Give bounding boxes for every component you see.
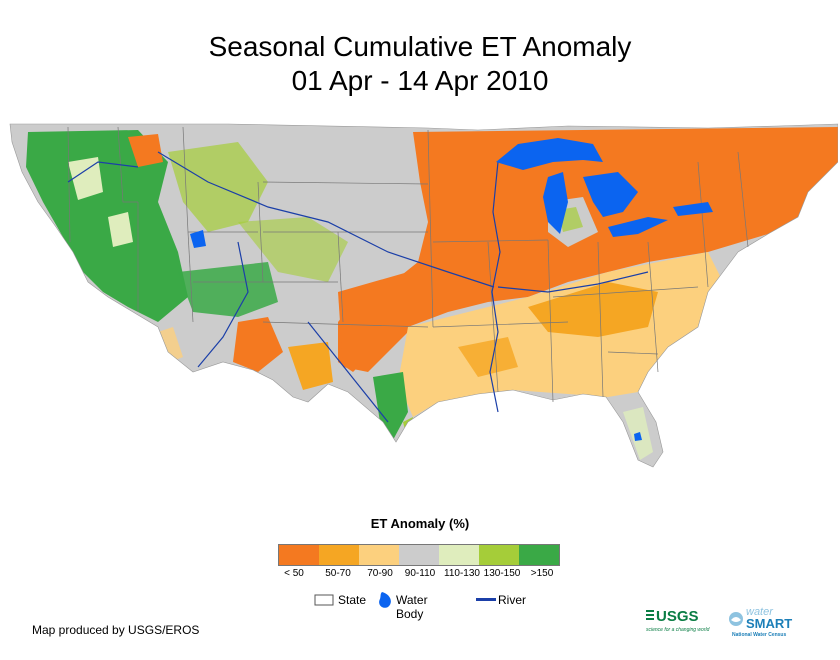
lake-erie bbox=[608, 217, 668, 237]
legend-color-bar bbox=[278, 544, 560, 566]
legend-swatch bbox=[399, 545, 439, 565]
usgs-watersmart-logo: USGS science for a changing world water … bbox=[646, 606, 792, 638]
anomaly-raster bbox=[10, 124, 838, 467]
map-credit: Map produced by USGS/EROS bbox=[32, 623, 200, 637]
state-symbol-icon bbox=[314, 594, 334, 606]
lake-michigan bbox=[543, 172, 568, 234]
svg-text:science for a changing world: science for a changing world bbox=[646, 627, 710, 633]
river-line-icon bbox=[476, 598, 496, 601]
legend-label: 130-150 bbox=[483, 568, 521, 579]
lake-okeechobee bbox=[634, 432, 642, 441]
rivers bbox=[67, 151, 649, 423]
legend-swatch bbox=[519, 545, 559, 565]
state-symbol-label: State bbox=[338, 593, 367, 607]
water-bodies bbox=[190, 138, 713, 441]
great-salt-lake bbox=[190, 230, 206, 248]
map-title: Seasonal Cumulative ET Anomaly bbox=[208, 31, 632, 62]
legend-label: 70-90 bbox=[367, 568, 393, 579]
svg-text:water: water bbox=[746, 606, 774, 618]
state-boundaries bbox=[67, 126, 749, 403]
legend-label: < 50 bbox=[284, 568, 304, 579]
legend-swatch bbox=[479, 545, 519, 565]
legend-labels: < 50 50-70 70-90 90-110 110-130 130-150 … bbox=[278, 568, 566, 582]
map-date-range: 01 Apr - 14 Apr 2010 bbox=[291, 65, 549, 96]
usgs-logo: USGS science for a changing world bbox=[646, 608, 710, 633]
water-body-symbol-label: Water Body bbox=[396, 593, 428, 621]
lake-huron bbox=[583, 172, 638, 217]
legend-swatch bbox=[439, 545, 479, 565]
legend-title: ET Anomaly (%) bbox=[370, 516, 470, 531]
us-et-anomaly-map bbox=[9, 123, 838, 468]
svg-text:SMART: SMART bbox=[746, 616, 792, 631]
svg-text:USGS: USGS bbox=[656, 608, 699, 625]
legend-swatch bbox=[319, 545, 359, 565]
legend-label: >150 bbox=[530, 568, 554, 579]
river-symbol-label: River bbox=[498, 593, 527, 607]
legend-swatch bbox=[279, 545, 319, 565]
lake-superior bbox=[496, 138, 603, 170]
legend-label: 90-110 bbox=[404, 568, 436, 579]
water-drop-icon bbox=[379, 592, 391, 608]
legend-label: 50-70 bbox=[325, 568, 351, 579]
legend-label: 110-130 bbox=[444, 568, 480, 579]
lake-ontario bbox=[673, 202, 713, 216]
agency-logos: USGS science for a changing world water … bbox=[646, 604, 816, 640]
legend-swatch bbox=[359, 545, 399, 565]
svg-text:National Water Census: National Water Census bbox=[732, 632, 786, 638]
watersmart-logo: water SMART National Water Census bbox=[729, 606, 792, 638]
